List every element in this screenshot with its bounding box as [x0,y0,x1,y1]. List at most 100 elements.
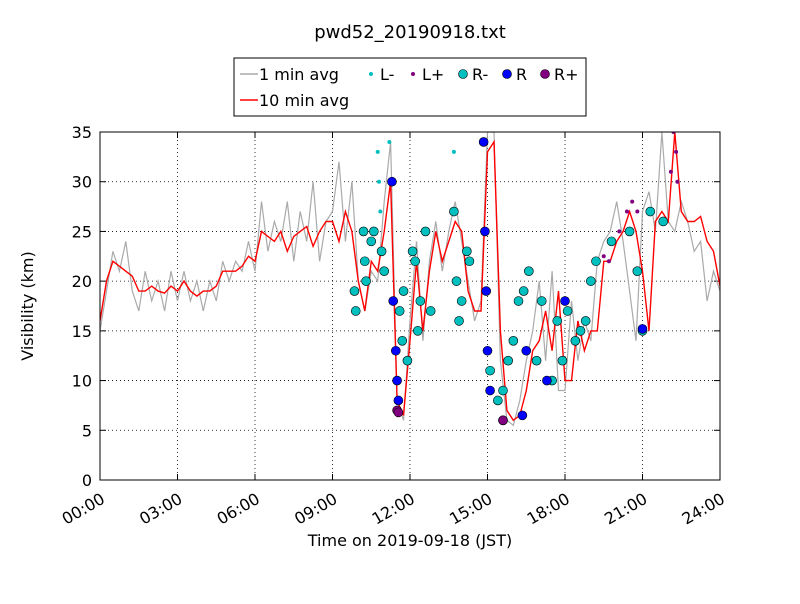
legend-label: 1 min avg [259,65,339,84]
dot-point [387,139,392,144]
circle-point [390,345,401,356]
circle-point [361,276,371,286]
circle-point [387,176,397,187]
dot-point [451,149,456,154]
legend-label: L+ [422,65,444,84]
circle-point [536,296,547,306]
dot-point [675,179,680,184]
legend-label: R [516,65,527,84]
chart-title: pwd52_20190918.txt [314,22,506,43]
circle-point [350,306,361,316]
legend-label: R- [472,65,488,84]
dot-point [635,209,640,214]
line-series [100,132,720,427]
circle-point [485,385,495,396]
circle-point [349,286,360,296]
dot-point [625,209,629,214]
legend-items: 1 min avg 10 min avg L- L+ R- R R+ [240,65,579,110]
circle-point [480,226,490,237]
y-tick-label: 35 [72,123,92,142]
circle-point [481,286,492,296]
y-axis-label: Visibility (km) [18,251,37,360]
legend-marker [502,69,512,79]
y-tick-label: 0 [82,471,92,490]
circle-point [397,335,408,346]
circle-point [518,286,529,296]
circle-point [369,226,379,237]
circle-point [552,316,563,326]
circle-point [570,335,581,346]
circle-point [359,256,370,267]
circle-point [412,326,423,336]
circle-point [658,216,668,227]
circle-point [451,276,462,286]
y-tick-label: 15 [72,322,92,341]
circle-point [513,296,524,306]
circle-point [464,256,475,267]
circle-point [524,266,534,277]
circle-point [508,335,519,346]
circle-point [498,415,508,426]
y-tick-label: 10 [72,372,92,391]
circle-point [425,306,436,316]
circle-point [478,137,489,147]
circle-point [393,395,404,406]
circle-point [560,296,570,306]
circle-point [580,316,591,326]
legend-marker [458,69,468,79]
dot-point [377,179,381,184]
legend [233,57,587,117]
circle-point [645,206,656,217]
circle-point [637,324,648,334]
x-axis-label: Time on 2019-09-18 (JST) [307,531,512,550]
legend-label: L- [380,65,394,84]
circle-point [493,395,503,406]
legend-marker [369,72,373,76]
dot-point [375,149,380,154]
circle-point [456,296,467,306]
series-group [100,132,720,427]
legend-marker [411,72,415,76]
circle-point [394,306,405,316]
circle-point [415,296,426,306]
circle-point [379,266,389,277]
circle-point [420,226,431,237]
dot-point [601,254,606,259]
circle-point [632,266,643,277]
circle-point [521,345,532,356]
circle-point [366,236,377,247]
circle-point [454,316,464,326]
circle-point [388,296,399,306]
y-tick-label: 25 [72,222,92,241]
circle-point [482,345,493,356]
circle-point [542,375,552,386]
y-tick-label: 30 [72,173,92,192]
circle-point [517,410,528,421]
plot-frame [99,131,721,481]
circle-point [402,355,413,366]
circle-point [358,226,369,237]
legend-label: 10 min avg [259,91,349,110]
circle-point [503,355,513,366]
circle-point [498,385,508,396]
circle-point [393,407,404,418]
circle-point [624,226,635,237]
circle-point [586,276,596,286]
line-series [100,132,720,422]
y-tick-label: 20 [72,272,92,291]
circle-point [606,236,617,247]
dot-point [668,169,673,174]
circle-point [591,256,601,267]
legend-label: R+ [554,65,579,84]
circle-point [449,206,459,217]
circle-point [557,355,568,366]
circle-point [392,375,402,386]
dot-point [674,149,679,154]
dot-point [378,209,383,214]
circle-point [398,286,409,296]
dot-point [606,259,611,264]
circle-point [485,365,495,376]
circle-point [531,355,542,366]
dot-point [617,229,622,234]
